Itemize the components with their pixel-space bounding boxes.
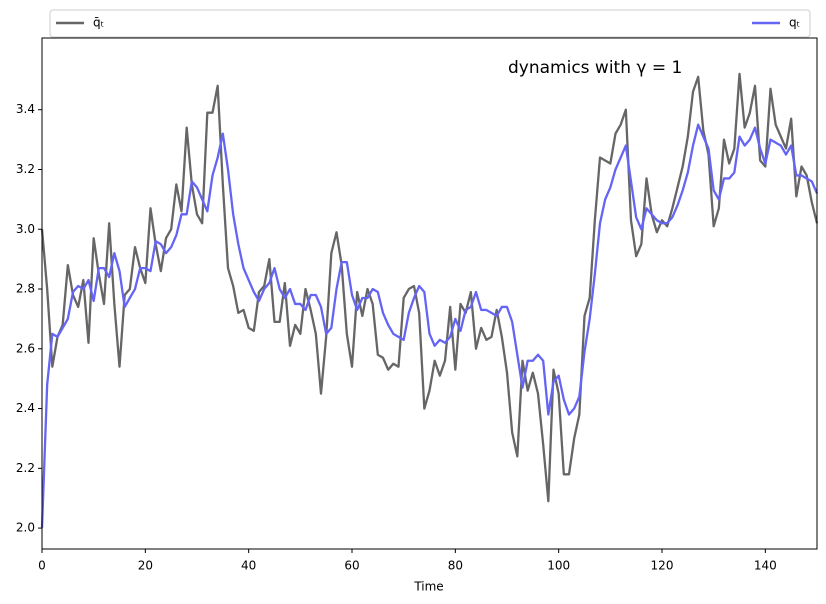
y-tick-label: 2.4	[16, 401, 35, 415]
line	[40, 72, 819, 503]
legend-label: qₜ	[789, 16, 800, 30]
x-tick-label: 0	[38, 559, 46, 573]
x-tick-label: 140	[754, 559, 777, 573]
y-tick-label: 2.8	[16, 282, 35, 296]
x-tick-label: 20	[138, 559, 153, 573]
plot-frame	[41, 37, 818, 550]
x-tick-label: 40	[241, 559, 256, 573]
legend-label: q̄ₜ	[93, 16, 104, 30]
annotation: dynamics with γ = 1	[508, 58, 682, 78]
x-tick-label: 80	[448, 559, 463, 573]
y-tick-label: 3.2	[16, 162, 35, 176]
x-axis-label: Time	[413, 580, 443, 594]
y-tick-label: 2.6	[16, 341, 35, 355]
x-tick-label: 60	[344, 559, 359, 573]
y-tick-label: 3.4	[16, 102, 35, 116]
x-tick-label: 120	[651, 559, 674, 573]
legend-box	[49, 9, 811, 38]
y-tick-label: 3.0	[16, 222, 35, 236]
x-tick-label: 100	[547, 559, 570, 573]
y-tick-label: 2.0	[16, 521, 35, 535]
line	[40, 123, 819, 529]
y-tick-label: 2.2	[16, 461, 35, 475]
